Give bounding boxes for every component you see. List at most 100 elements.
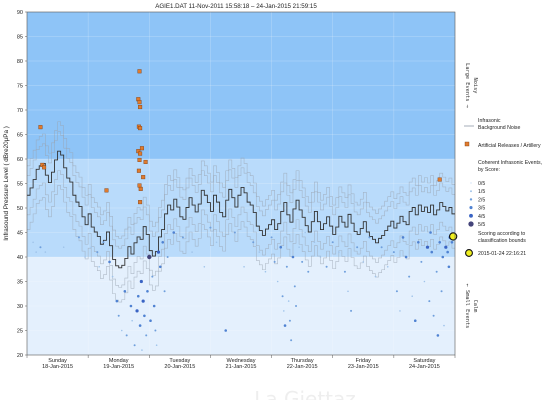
y-tick-labels: 20 25 30 35 40 45 50 55 60 65 70 75 80 85 90 xyxy=(17,10,27,359)
event-point xyxy=(356,246,359,249)
x-tick-day: Friday xyxy=(356,358,372,364)
event-point xyxy=(374,275,377,278)
event-point xyxy=(432,314,435,317)
event-point xyxy=(281,295,284,298)
event-point xyxy=(133,344,136,347)
event-point xyxy=(392,251,395,254)
event-point xyxy=(429,231,432,234)
event-point xyxy=(438,241,442,244)
zone-label: Calm xyxy=(472,300,478,313)
y-tick-label: 55 xyxy=(17,182,23,188)
event-point xyxy=(166,256,169,258)
y-tick-label: 30 xyxy=(17,304,23,310)
noise-line xyxy=(27,150,455,269)
artillery-point xyxy=(137,183,142,188)
legend-artillery-swatch xyxy=(464,141,470,147)
event-point xyxy=(181,236,184,239)
event-point xyxy=(35,251,37,253)
event-point xyxy=(264,270,267,273)
event-point xyxy=(446,250,449,254)
event-point xyxy=(444,245,448,249)
event-point xyxy=(395,290,398,293)
x-tick-date: 23-Jan-2015 xyxy=(348,364,379,370)
event-point xyxy=(436,334,440,337)
event-point xyxy=(270,236,273,239)
y-tick-label: 75 xyxy=(17,84,23,90)
event-point xyxy=(145,334,148,337)
event-point xyxy=(319,256,322,258)
event-point xyxy=(154,329,157,332)
x-tick-day: Tuesday xyxy=(169,358,190,364)
event-point xyxy=(252,241,255,244)
x-tick-date: 18-Jan-2015 xyxy=(42,364,73,370)
legend-scoring-note: Scoring according to xyxy=(478,231,525,237)
event-point xyxy=(120,329,123,332)
noise-envelope-line-3 xyxy=(27,121,455,239)
artillery-point xyxy=(141,175,146,180)
legend-score-label: 3/5 xyxy=(478,206,485,212)
event-point xyxy=(428,300,431,303)
artillery-point xyxy=(137,100,142,105)
artillery-point xyxy=(42,165,47,170)
zone-label: Noisy xyxy=(472,78,478,94)
event-point xyxy=(243,266,245,268)
event-point xyxy=(290,339,293,342)
event-point xyxy=(293,285,296,288)
event-point xyxy=(143,314,146,318)
event-point xyxy=(39,246,42,249)
artillery-point xyxy=(138,200,143,205)
x-tick-day: Sunday xyxy=(48,358,67,364)
noise-envelope-line-2 xyxy=(27,185,455,303)
y-tick-label: 40 xyxy=(17,255,23,261)
event-point xyxy=(417,241,420,244)
event-point xyxy=(404,255,408,259)
y-tick-label: 25 xyxy=(17,329,23,335)
x-tick-date: 19-Jan-2015 xyxy=(103,364,134,370)
event-point xyxy=(413,319,417,323)
legend-scoring-note: classification bounds xyxy=(478,238,526,244)
artillery-point xyxy=(138,151,143,156)
event-point xyxy=(131,319,133,322)
event-point xyxy=(125,334,128,337)
event-point xyxy=(172,231,176,234)
zone-labels: Large Events → Noisy ← Small Events Calm xyxy=(464,63,478,328)
event-point xyxy=(129,304,133,308)
x-tick-date: 22-Jan-2015 xyxy=(287,364,318,370)
latest-event-marker xyxy=(449,232,458,241)
legend-noise-label: Background Noise xyxy=(478,125,521,131)
x-tick-date: 20-Jan-2015 xyxy=(164,364,195,370)
y-tick-label: 45 xyxy=(17,231,23,237)
artillery-point xyxy=(38,125,43,130)
legend-latest-label: 2015-01-24 22:16:21 xyxy=(478,251,526,257)
artillery-point xyxy=(104,188,109,193)
legend-noise-label: Infrasonic xyxy=(478,118,501,124)
artillery-point xyxy=(138,186,143,191)
legend-score-swatch xyxy=(470,182,472,184)
noise-series xyxy=(27,150,455,269)
event-point xyxy=(347,290,349,293)
event-point xyxy=(338,251,340,253)
x-tick-date: 21-Jan-2015 xyxy=(226,364,257,370)
event-point xyxy=(224,329,228,332)
x-tick-day: Saturday xyxy=(413,358,435,364)
event-point xyxy=(84,256,86,258)
event-point xyxy=(362,261,365,263)
legend-coherent-title: by Score: xyxy=(478,167,500,173)
legend-score-swatch xyxy=(470,190,472,193)
x-tick-day: Thursday xyxy=(291,358,314,364)
event-point xyxy=(117,314,120,317)
event-point xyxy=(331,241,334,244)
y-tick-label: 20 xyxy=(17,353,23,359)
event-point xyxy=(279,245,283,249)
event-point xyxy=(44,251,47,253)
event-point xyxy=(141,349,143,351)
x-tick-date: 24-Jan-2015 xyxy=(409,364,440,370)
event-point xyxy=(141,299,145,303)
event-point xyxy=(146,290,149,293)
event-point xyxy=(325,265,328,268)
y-tick-label: 90 xyxy=(17,10,23,16)
y-tick-label: 80 xyxy=(17,59,23,65)
event-point xyxy=(304,231,307,234)
